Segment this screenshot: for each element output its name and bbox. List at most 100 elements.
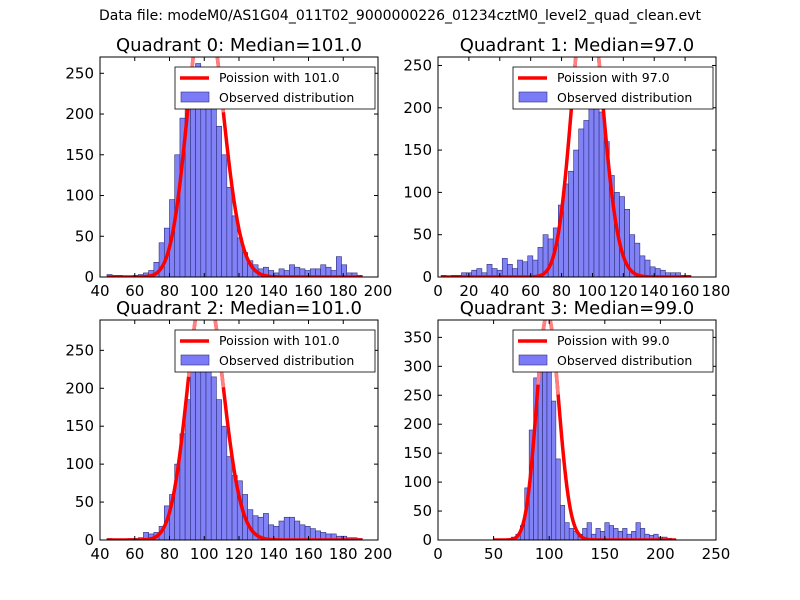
x-tick-label: 60 bbox=[125, 282, 144, 300]
histogram-bar bbox=[532, 259, 539, 277]
x-tick-label: 0 bbox=[433, 545, 443, 563]
y-tick-label: 0 bbox=[84, 268, 94, 286]
x-tick-label: 20 bbox=[459, 282, 478, 300]
histogram-bar bbox=[205, 81, 212, 277]
y-tick-label: 250 bbox=[65, 341, 94, 359]
histogram-bar bbox=[537, 247, 544, 277]
histogram-bar bbox=[341, 264, 348, 277]
x-tick-label: 180 bbox=[329, 545, 358, 563]
x-tick-label: 250 bbox=[702, 545, 731, 563]
x-tick-label: 160 bbox=[671, 282, 700, 300]
histogram-bar bbox=[555, 458, 561, 540]
legend: Poission with 99.0 Observed distribution bbox=[512, 329, 714, 373]
y-tick-label: 100 bbox=[403, 183, 432, 201]
x-tick-label: 200 bbox=[364, 282, 393, 300]
legend-swatch-observed bbox=[180, 91, 210, 103]
histogram-bar bbox=[604, 522, 610, 540]
poisson-curve bbox=[106, 320, 363, 540]
histogram-bar bbox=[517, 259, 523, 277]
histogram-bar bbox=[588, 99, 595, 277]
y-tick-label: 100 bbox=[65, 187, 94, 205]
y-tick-label: 200 bbox=[403, 99, 432, 117]
histogram-bar bbox=[568, 170, 574, 277]
histogram-bar bbox=[190, 365, 196, 540]
x-tick-label: 80 bbox=[552, 282, 571, 300]
histogram-bar bbox=[593, 94, 600, 277]
x-tick-label: 40 bbox=[490, 282, 509, 300]
x-tick-label: 0 bbox=[433, 282, 443, 300]
histogram-bar bbox=[564, 522, 570, 540]
x-tick-label: 100 bbox=[535, 545, 564, 563]
histogram-bar bbox=[522, 261, 529, 277]
x-tick-label: 140 bbox=[259, 545, 288, 563]
y-tick-label: 350 bbox=[403, 328, 432, 346]
histogram-bar bbox=[226, 456, 233, 540]
legend-label-poisson: Poission with 97.0 bbox=[557, 70, 670, 85]
axes-frame bbox=[437, 56, 717, 278]
x-tick-label: 50 bbox=[484, 545, 503, 563]
x-tick-label: 80 bbox=[160, 545, 179, 563]
histogram-bar bbox=[226, 187, 233, 277]
poisson-curve bbox=[492, 320, 677, 540]
histogram-bar bbox=[299, 524, 306, 540]
histogram-bar bbox=[304, 526, 311, 540]
histogram-bar bbox=[598, 111, 605, 277]
x-tick-label: 100 bbox=[190, 545, 219, 563]
legend-label-poisson: Poission with 99.0 bbox=[557, 333, 670, 348]
x-tick-label: 40 bbox=[90, 282, 109, 300]
y-tick-label: 0 bbox=[422, 531, 432, 549]
histogram-bar bbox=[578, 128, 585, 277]
histogram-bar bbox=[542, 342, 548, 540]
histogram-bar bbox=[216, 399, 222, 540]
histogram-bar bbox=[507, 264, 513, 277]
histogram-bar bbox=[278, 520, 285, 540]
x-tick-label: 140 bbox=[259, 282, 288, 300]
y-tick-label: 50 bbox=[413, 226, 432, 244]
legend-swatch-observed bbox=[518, 354, 548, 366]
x-tick-label: 120 bbox=[225, 545, 254, 563]
chart-panel-3: Quadrant 3: Median=99.0 0 50 100 150 200 250 0 5… bbox=[403, 298, 730, 563]
histogram-bar bbox=[568, 528, 574, 540]
histogram-bar bbox=[210, 101, 217, 277]
x-tick-label: 80 bbox=[160, 282, 179, 300]
histogram-bar bbox=[273, 526, 280, 540]
histogram-bar bbox=[195, 346, 202, 540]
histogram-bar bbox=[289, 516, 295, 540]
x-tick-label: 180 bbox=[329, 282, 358, 300]
histogram-bar bbox=[335, 256, 342, 277]
y-tick-label: 0 bbox=[84, 531, 94, 549]
legend-label-poisson: Poission with 101.0 bbox=[219, 333, 340, 348]
chart-panel-2: Quadrant 2: Median=101.0 40 60 80 100 120 140 1… bbox=[65, 298, 392, 563]
histogram-bar bbox=[205, 350, 212, 540]
histogram-bar bbox=[221, 154, 228, 277]
histogram-bar bbox=[501, 258, 508, 277]
histogram-bar bbox=[283, 516, 290, 540]
y-tick-label: 250 bbox=[65, 64, 94, 82]
y-tick-label: 150 bbox=[65, 146, 94, 164]
y-tick-label: 200 bbox=[403, 415, 432, 433]
histogram-bar bbox=[644, 259, 651, 277]
histogram-bar bbox=[486, 264, 493, 277]
plot-area bbox=[106, 320, 363, 540]
y-tick-label: 250 bbox=[403, 386, 432, 404]
y-tick-label: 100 bbox=[403, 473, 432, 491]
chart-title: Quadrant 0: Median=101.0 bbox=[116, 35, 362, 56]
histogram-bar bbox=[583, 120, 590, 277]
y-tick-label: 200 bbox=[65, 105, 94, 123]
legend: Poission with 101.0 Observed distribution bbox=[174, 329, 376, 373]
x-tick-label: 60 bbox=[521, 282, 540, 300]
y-tick-label: 50 bbox=[75, 227, 94, 245]
y-tick-label: 300 bbox=[403, 357, 432, 375]
x-tick-label: 200 bbox=[646, 545, 675, 563]
poisson-curve-peak bbox=[186, 57, 226, 113]
histogram-bar bbox=[216, 125, 222, 277]
y-tick-label: 100 bbox=[65, 455, 94, 473]
histogram-bar bbox=[573, 149, 579, 277]
chart-title: Quadrant 1: Median=97.0 bbox=[460, 35, 695, 56]
histogram-bar bbox=[289, 264, 295, 277]
legend-swatch-observed bbox=[518, 91, 548, 103]
histogram-bar bbox=[639, 255, 646, 277]
chart-title: Quadrant 2: Median=101.0 bbox=[116, 298, 362, 319]
